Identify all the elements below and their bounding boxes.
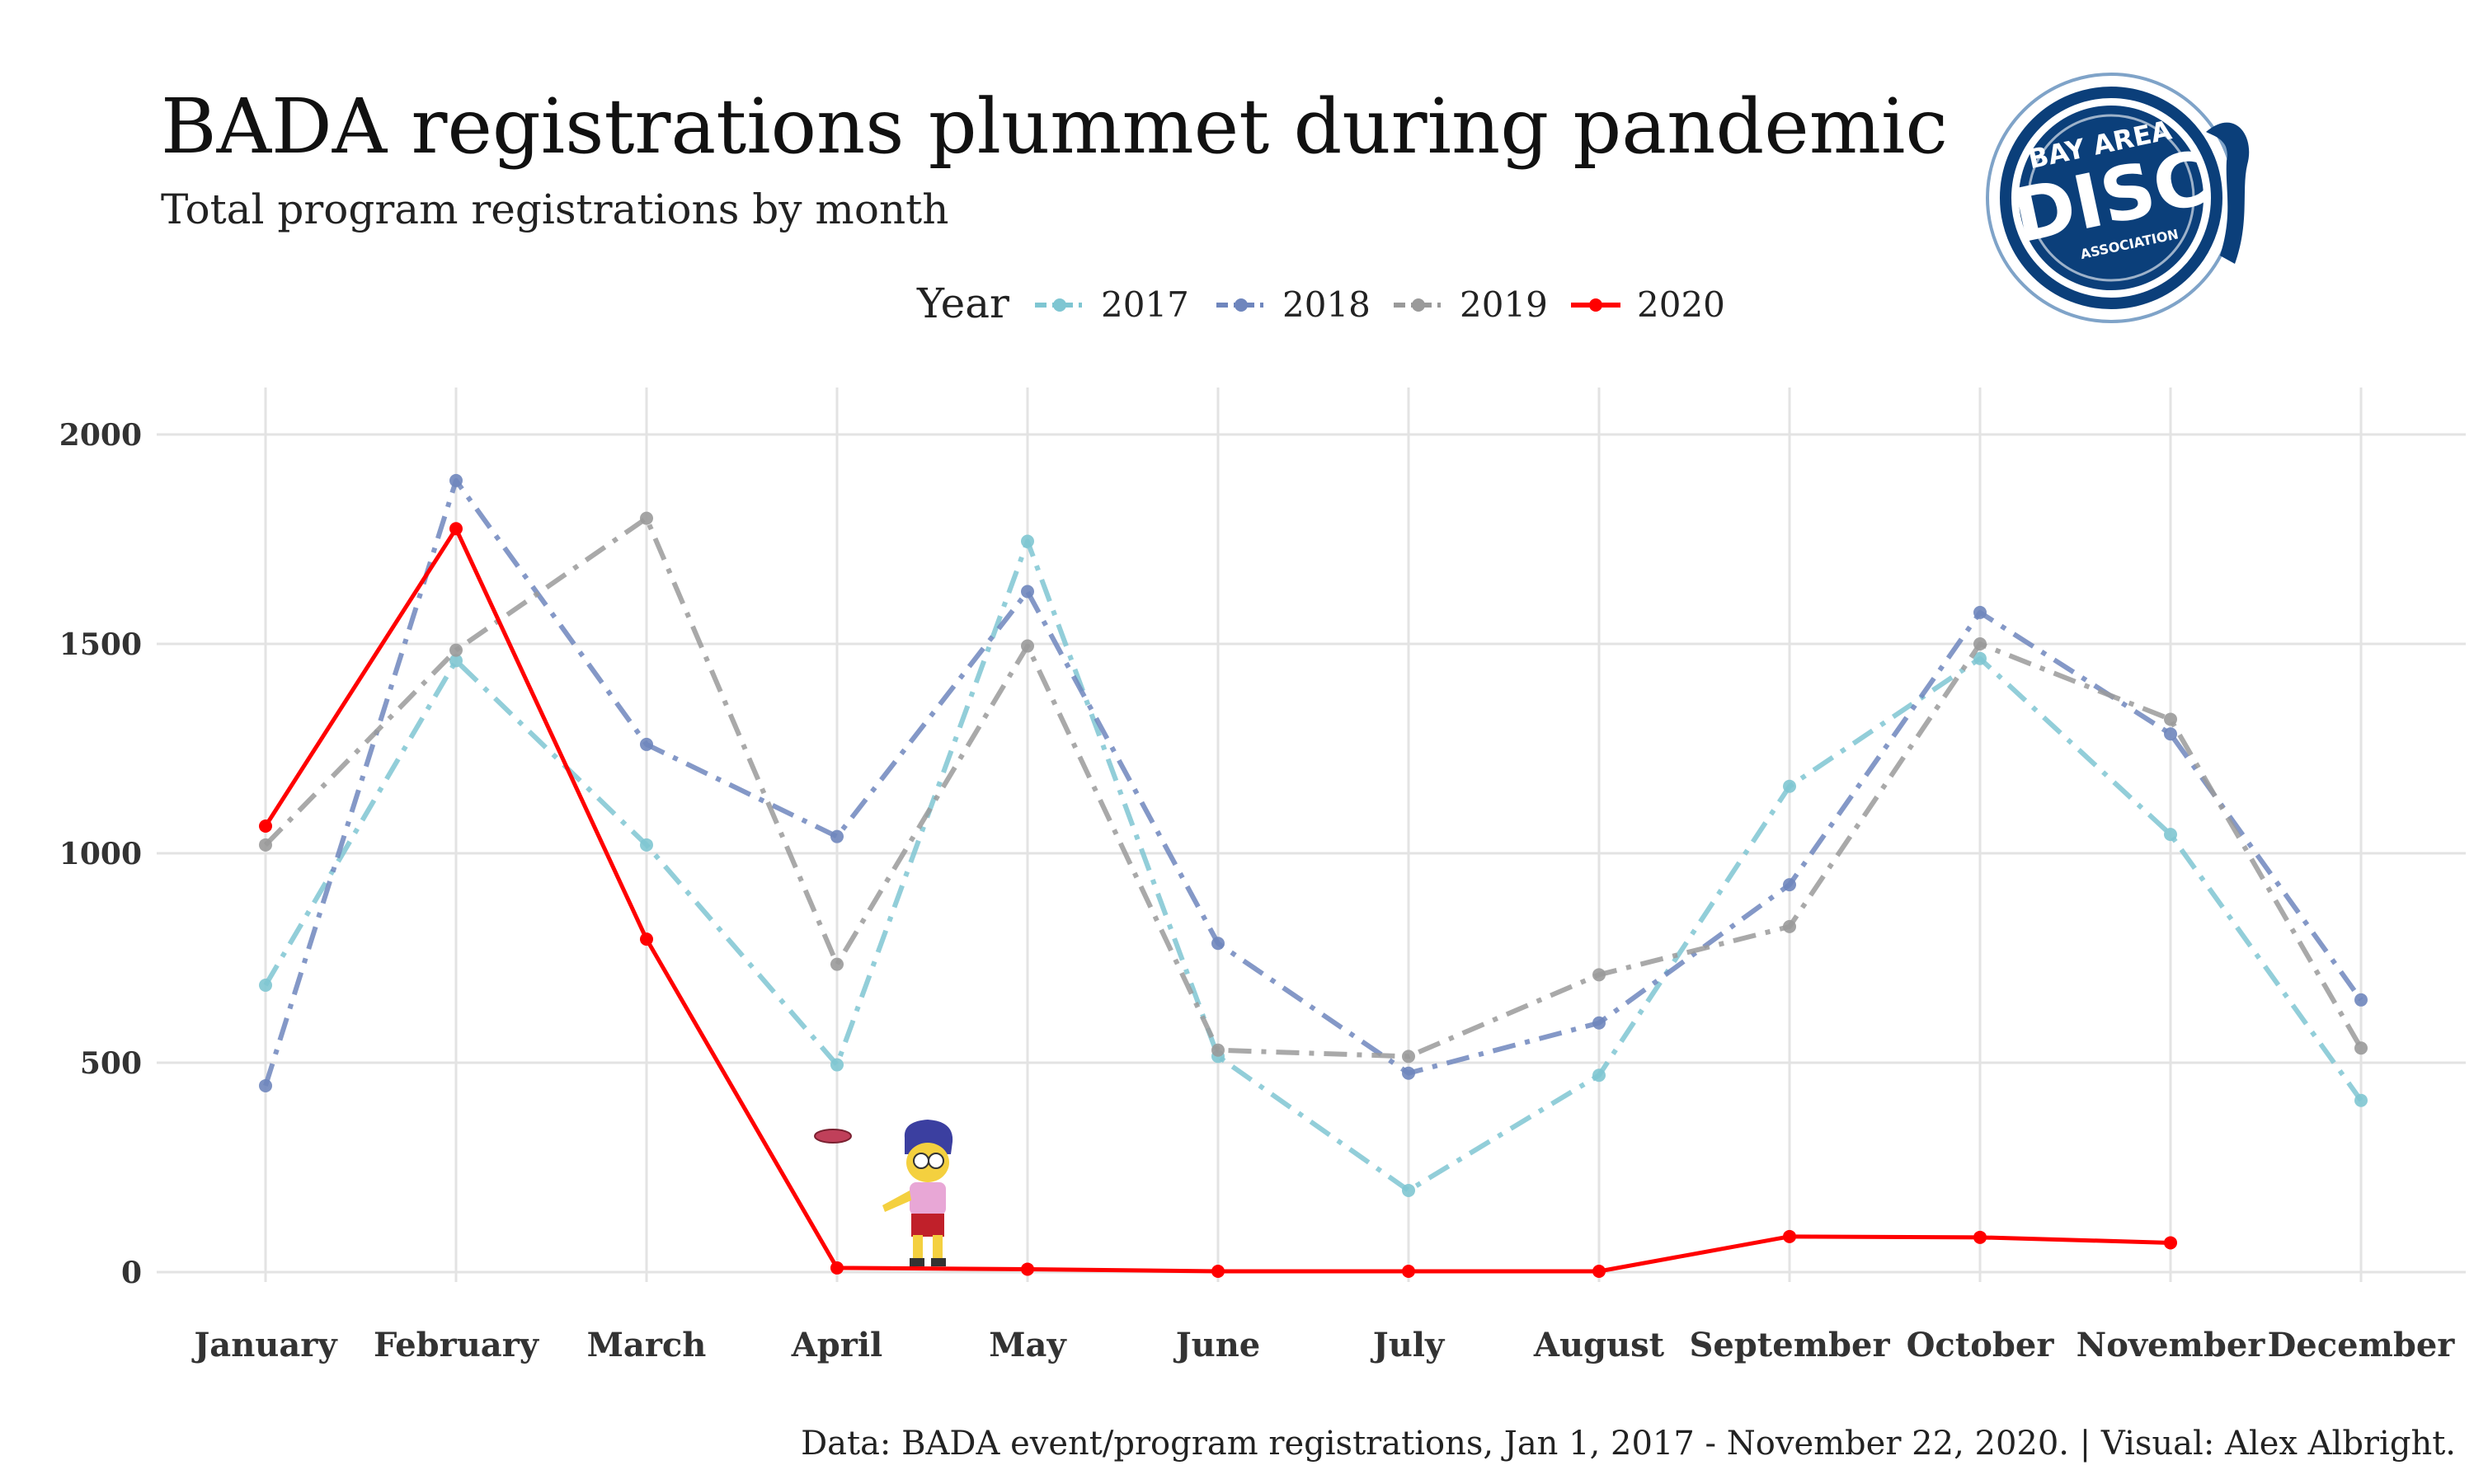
x-tick-label: September	[1689, 1326, 1890, 1364]
x-tick-label: October	[1907, 1326, 2055, 1364]
data-point	[830, 1058, 844, 1072]
legend-key-point	[1235, 298, 1248, 312]
series-2019	[259, 511, 2368, 1064]
data-point	[1402, 1050, 1415, 1064]
data-point	[2164, 1236, 2177, 1250]
data-point	[830, 1261, 844, 1275]
y-tick-label: 2000	[59, 418, 142, 453]
data-point	[2164, 828, 2177, 842]
flying-disc-icon	[814, 1129, 852, 1144]
data-point	[1973, 605, 1987, 619]
legend-key-point	[1412, 298, 1425, 312]
data-point	[449, 654, 463, 668]
data-point	[259, 819, 272, 833]
legend-label: 2019	[1460, 284, 1548, 325]
x-tick-label: December	[2268, 1326, 2456, 1364]
data-point	[830, 957, 844, 971]
y-axis-ticks: 0 500 1000 1500 2000	[59, 418, 142, 1290]
data-point	[1783, 878, 1796, 892]
x-tick-label: April	[791, 1326, 882, 1364]
series-2017	[259, 534, 2368, 1197]
series-line	[263, 538, 2363, 1193]
legend-key-point	[1589, 298, 1602, 312]
grid-lines	[157, 387, 2466, 1282]
data-point	[1973, 637, 1987, 650]
y-tick-label: 500	[80, 1046, 142, 1081]
chart-subtitle: Total program registrations by month	[161, 186, 949, 233]
legend-label: 2020	[1637, 284, 1725, 325]
series-2018	[259, 473, 2368, 1092]
legend-label: 2017	[1101, 284, 1189, 325]
x-tick-label: July	[1371, 1326, 1446, 1364]
x-tick-label: February	[374, 1326, 540, 1364]
data-point	[640, 838, 653, 852]
data-point	[259, 979, 272, 993]
data-point	[449, 643, 463, 657]
x-tick-label: January	[191, 1326, 338, 1364]
data-point	[1021, 585, 1034, 599]
data-point	[640, 932, 653, 946]
data-point	[1211, 937, 1225, 951]
legend-title: Year	[916, 279, 1009, 327]
data-point	[2164, 727, 2177, 741]
data-point	[449, 473, 463, 487]
data-point	[1211, 1264, 1225, 1278]
legend-label: 2018	[1282, 284, 1371, 325]
x-axis-ticks: January February March April May June July Augu…	[191, 1326, 2455, 1364]
data-point	[1592, 1016, 1606, 1030]
chart-caption: Data: BADA event/program registrations, …	[801, 1425, 2456, 1463]
legend: Year 2017 2018 2019 2020	[916, 279, 1725, 327]
data-point	[1783, 1229, 1796, 1243]
x-tick-label: March	[587, 1326, 707, 1364]
series-line	[263, 515, 2363, 1059]
data-point	[1783, 919, 1796, 933]
data-point	[1021, 1262, 1034, 1276]
data-point	[449, 522, 463, 536]
data-point	[1783, 779, 1796, 793]
bada-logo: BAY AREA DISC ASSOCIATION	[1986, 73, 2250, 323]
data-point	[2164, 712, 2177, 726]
data-point	[1973, 651, 1987, 665]
x-tick-label: May	[989, 1326, 1067, 1364]
data-point	[259, 838, 272, 852]
series-line	[263, 477, 2363, 1087]
series-2020	[259, 522, 2177, 1278]
data-point	[2354, 1093, 2368, 1107]
data-point	[1402, 1183, 1415, 1197]
y-tick-label: 1000	[59, 837, 142, 871]
cartoon-figure-illustration	[814, 1120, 953, 1266]
data-point	[1021, 534, 1034, 548]
data-point	[640, 737, 653, 751]
x-tick-label: November	[2077, 1326, 2266, 1364]
data-point	[1021, 639, 1034, 653]
x-tick-label: June	[1174, 1326, 1261, 1364]
data-point	[1402, 1066, 1415, 1080]
data-point	[2354, 1041, 2368, 1055]
legend-key-point	[1053, 298, 1066, 312]
data-point	[640, 511, 653, 525]
data-point	[830, 829, 844, 843]
data-point	[1592, 1264, 1606, 1278]
data-point	[1211, 1043, 1225, 1057]
data-point	[1592, 968, 1606, 982]
x-tick-label: August	[1533, 1326, 1665, 1364]
data-point	[1592, 1068, 1606, 1082]
data-point	[2354, 993, 2368, 1007]
series-group	[259, 473, 2368, 1278]
chart-title: BADA registrations plummet during pandem…	[161, 82, 1948, 171]
y-tick-label: 1500	[59, 627, 142, 662]
y-tick-label: 0	[121, 1256, 142, 1290]
data-point	[259, 1078, 272, 1092]
data-point	[1402, 1264, 1415, 1278]
data-point	[1973, 1230, 1987, 1244]
